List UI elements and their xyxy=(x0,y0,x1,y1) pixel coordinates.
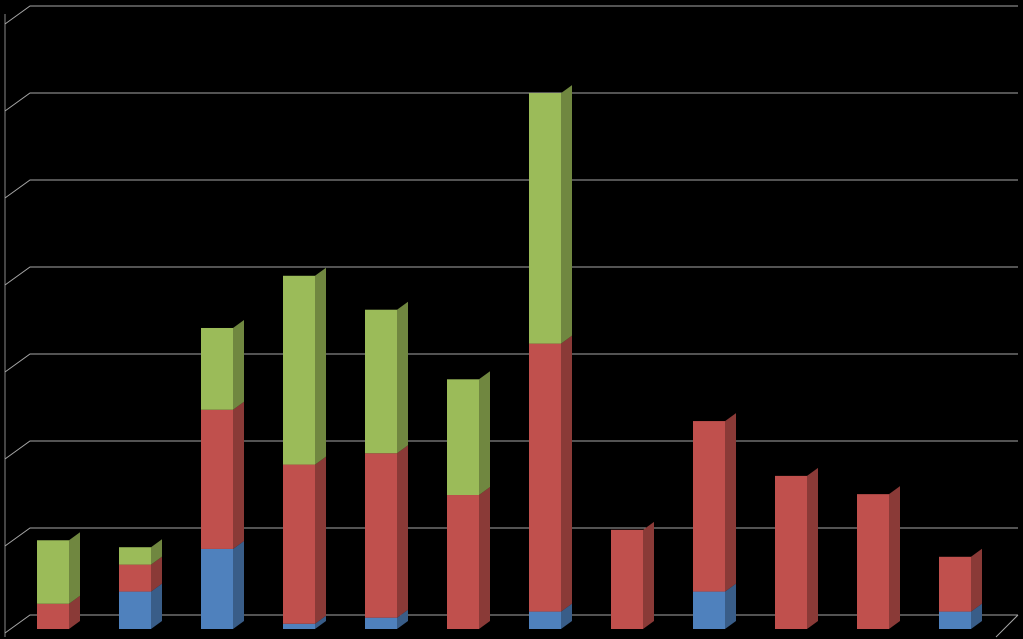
bar-face xyxy=(69,595,80,629)
bar-face xyxy=(939,611,971,629)
bar-segment xyxy=(775,467,818,629)
bar-segment xyxy=(447,371,490,496)
grid-line xyxy=(4,353,1018,373)
bar-segment xyxy=(119,539,162,565)
bar-face xyxy=(397,445,408,618)
bar-face xyxy=(447,379,479,496)
bar-segment xyxy=(693,413,736,592)
bar-face xyxy=(151,556,162,592)
bar-face xyxy=(561,85,572,344)
bar-face xyxy=(69,532,80,604)
bar-face xyxy=(529,93,561,344)
grid-line xyxy=(4,92,1018,112)
bar-face xyxy=(529,611,561,629)
bar-face xyxy=(119,547,151,565)
bar-segment xyxy=(447,487,490,629)
bar-segment xyxy=(119,556,162,592)
bar-face xyxy=(397,609,408,629)
bar-face xyxy=(151,539,162,565)
bar-segment xyxy=(857,486,900,629)
bar-face xyxy=(397,301,408,454)
bar-face xyxy=(889,486,900,629)
bar-face xyxy=(37,540,69,604)
bar-segment xyxy=(693,583,736,629)
bar-segment xyxy=(939,603,982,629)
bar-segment xyxy=(37,595,80,629)
bar-face xyxy=(201,409,233,549)
bar-face xyxy=(939,556,971,612)
bar-face xyxy=(479,371,490,496)
bar-segment xyxy=(283,615,326,629)
bar-face xyxy=(283,275,315,465)
bar-face xyxy=(119,564,151,592)
bar-face xyxy=(201,548,233,629)
grid-line xyxy=(4,527,1018,547)
grid-line xyxy=(4,440,1018,460)
bar-face xyxy=(643,521,654,629)
bar-face xyxy=(151,583,162,629)
bar-segment xyxy=(529,335,572,612)
bar-face xyxy=(725,413,736,592)
bar-segment xyxy=(365,609,408,629)
bar-face xyxy=(775,475,807,629)
bar-face xyxy=(365,453,397,618)
bar-face xyxy=(315,267,326,465)
bar-segment xyxy=(529,603,572,629)
bar-face xyxy=(611,529,643,629)
bar-face xyxy=(561,335,572,612)
bar-face xyxy=(529,343,561,612)
bar-face xyxy=(561,603,572,629)
bar-face xyxy=(971,603,982,629)
bar-face xyxy=(447,495,479,629)
grid-line xyxy=(4,266,1018,286)
bar-face xyxy=(857,494,889,629)
bar-segment xyxy=(119,583,162,629)
bar-segment xyxy=(529,85,572,344)
bar-face xyxy=(233,540,244,629)
bar-face xyxy=(201,327,233,410)
bar-segment xyxy=(365,301,408,454)
bar-segment xyxy=(365,445,408,618)
bar-segment xyxy=(283,267,326,465)
bar-face xyxy=(693,591,725,629)
bar-segment xyxy=(37,532,80,604)
bar-segment xyxy=(201,319,244,410)
bar-segment xyxy=(201,540,244,629)
bar-face xyxy=(233,401,244,549)
bar-face xyxy=(119,591,151,629)
bar-segment xyxy=(201,401,244,549)
bar-face xyxy=(365,309,397,454)
grid-line xyxy=(4,179,1018,199)
bar-face xyxy=(37,603,69,629)
floor-edge xyxy=(995,614,1019,638)
bar-face xyxy=(693,421,725,592)
bar-face xyxy=(233,319,244,410)
bar-segment xyxy=(611,521,654,629)
bar-face xyxy=(315,456,326,624)
bar-face xyxy=(283,464,315,624)
bar-face xyxy=(283,623,315,629)
bar-face xyxy=(365,617,397,629)
bar-face xyxy=(971,548,982,612)
bar-face xyxy=(807,467,818,629)
bar-face xyxy=(479,487,490,629)
bar-segment xyxy=(939,548,982,612)
bar-face xyxy=(725,583,736,629)
bar-face xyxy=(315,615,326,629)
grid-line xyxy=(4,5,1018,25)
bar-segment xyxy=(283,456,326,624)
grid-line xyxy=(4,614,1018,634)
